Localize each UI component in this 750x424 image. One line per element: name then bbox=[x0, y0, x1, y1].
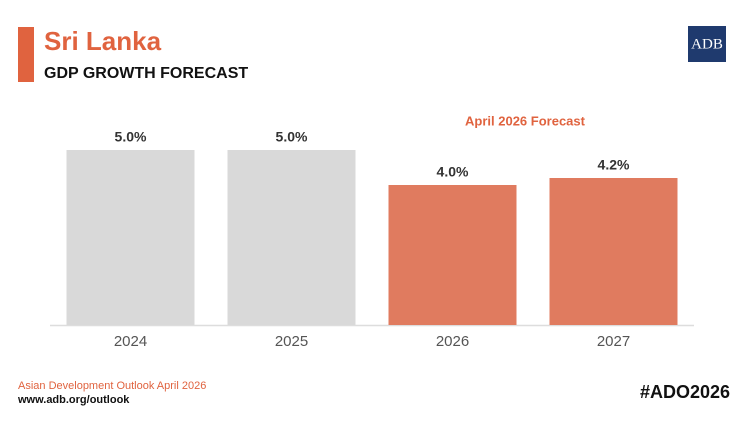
chart-subtitle: GDP GROWTH FORECAST bbox=[44, 65, 248, 82]
logo: ADB bbox=[691, 36, 723, 52]
title-accent bbox=[18, 27, 34, 82]
value-label: 5.0% bbox=[115, 129, 147, 145]
value-label: 5.0% bbox=[276, 129, 308, 145]
x-tick-label: 2026 bbox=[436, 333, 469, 350]
x-tick-label: 2027 bbox=[597, 333, 630, 350]
bar bbox=[549, 178, 678, 325]
logo-box bbox=[688, 26, 726, 62]
annotation: April 2026 Forecast bbox=[465, 113, 586, 128]
x-tick-label: 2024 bbox=[114, 333, 147, 350]
value-label: 4.2% bbox=[598, 157, 630, 173]
source: Asian Development Outlook April 2026 bbox=[18, 380, 206, 392]
value-label: 4.0% bbox=[437, 164, 469, 180]
x-tick-label: 2025 bbox=[275, 333, 308, 350]
url: www.adb.org/outlook bbox=[17, 394, 130, 406]
hashtag: #ADO2026 bbox=[640, 382, 730, 402]
bar bbox=[227, 150, 356, 325]
chart-title: Sri Lanka bbox=[44, 26, 162, 56]
bar bbox=[66, 150, 195, 325]
bar bbox=[388, 185, 517, 325]
